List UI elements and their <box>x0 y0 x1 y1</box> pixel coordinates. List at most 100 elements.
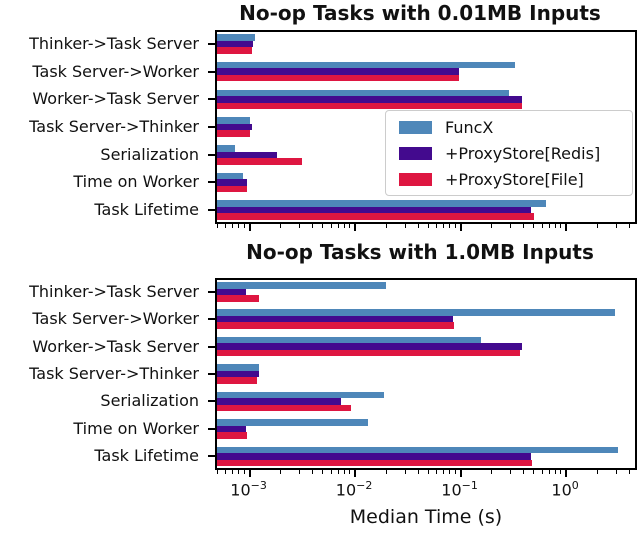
x-minor-tick <box>533 470 535 474</box>
x-minor-tick <box>312 470 314 474</box>
x-minor-tick <box>404 224 406 228</box>
x-minor-tick <box>238 224 240 228</box>
x-minor-tick <box>322 224 324 228</box>
x-minor-tick <box>312 224 314 228</box>
x-minor-tick <box>427 224 429 228</box>
x-minor-tick <box>385 224 387 228</box>
legend-item-proxystore-redis: +ProxyStore[Redis] <box>386 140 632 166</box>
x-minor-tick <box>280 470 282 474</box>
x-minor-tick <box>560 470 562 474</box>
y-tick-label: Time on Worker <box>73 172 199 192</box>
x-minor-tick <box>404 470 406 474</box>
bar <box>217 309 616 316</box>
bar <box>217 377 257 384</box>
bar <box>217 68 460 75</box>
x-minor-tick <box>343 470 345 474</box>
bar <box>217 432 247 439</box>
x-minor-tick <box>443 224 445 228</box>
x-minor-tick <box>596 224 598 228</box>
x-minor-tick <box>299 224 300 228</box>
bar <box>217 206 532 214</box>
x-major-tick <box>565 224 568 231</box>
x-major-tick <box>459 224 462 231</box>
x-major-tick <box>248 224 251 231</box>
y-tick <box>208 42 215 45</box>
bar <box>217 172 243 180</box>
x-minor-tick <box>243 224 245 228</box>
bar <box>217 89 510 96</box>
x-tick-label: 10−2 <box>335 479 373 500</box>
x-minor-tick <box>615 470 617 474</box>
x-tick-label: 10−3 <box>230 479 267 500</box>
x-axis-label: Median Time (s) <box>349 506 503 528</box>
y-tick <box>208 345 215 348</box>
y-tick <box>208 209 215 212</box>
y-tick-label: Task Server->Thinker <box>29 364 199 383</box>
x-minor-tick <box>560 224 562 228</box>
x-major-tick <box>248 470 251 477</box>
bar <box>217 349 520 357</box>
y-tick <box>208 373 215 375</box>
y-tick <box>208 400 215 403</box>
bar <box>217 130 251 137</box>
bar <box>217 446 618 453</box>
x-minor-tick <box>330 224 332 228</box>
x-minor-tick <box>322 470 324 474</box>
y-tick <box>208 318 215 321</box>
y-tick <box>208 290 215 293</box>
x-minor-tick <box>216 470 218 474</box>
bar <box>217 34 255 41</box>
bar <box>217 336 481 344</box>
bar <box>217 419 369 426</box>
legend-swatch-proxystore-file <box>399 172 432 186</box>
x-minor-tick <box>337 224 339 228</box>
x-minor-tick <box>554 470 556 474</box>
y-tick-label: Task Server->Worker <box>32 309 199 329</box>
legend-label: +ProxyStore[Redis] <box>445 143 601 163</box>
x-minor-tick <box>385 470 387 474</box>
x-minor-tick <box>523 224 525 228</box>
bar <box>217 404 351 412</box>
bar <box>217 398 341 405</box>
x-minor-tick <box>417 224 419 228</box>
x-major-tick <box>459 470 462 477</box>
y-axis-labels-bottom: Thinker->Task Server Task Server->Worker W… <box>0 278 199 470</box>
x-minor-tick <box>225 470 227 474</box>
bar <box>217 117 251 124</box>
bar <box>217 74 460 82</box>
x-minor-tick <box>533 224 535 228</box>
x-minor-tick <box>510 224 511 228</box>
plot-area-bottom <box>215 278 637 470</box>
x-minor-tick <box>548 224 550 228</box>
x-tick-labels: 10−3 10−2 10−1 100 <box>215 479 637 503</box>
x-minor-tick <box>523 470 525 474</box>
x-minor-tick <box>243 470 245 474</box>
x-minor-tick <box>628 224 630 228</box>
legend-label: +ProxyStore[File] <box>445 169 584 189</box>
x-minor-tick <box>216 224 218 228</box>
y-tick-label: Thinker->Task Server <box>29 281 199 301</box>
x-minor-tick <box>349 224 351 228</box>
x-axis-ticks-top <box>215 224 637 233</box>
y-tick-label: Thinker->Task Server <box>29 33 199 53</box>
bar <box>217 185 247 193</box>
x-minor-tick <box>541 224 543 228</box>
x-minor-tick <box>454 470 456 474</box>
bar <box>217 96 523 103</box>
x-minor-tick <box>417 470 419 474</box>
y-tick <box>208 70 215 73</box>
y-tick-label: Worker->Task Server <box>32 336 199 356</box>
y-tick <box>208 427 215 430</box>
bar <box>217 158 302 165</box>
bar <box>217 102 523 109</box>
chart-title-top: No-op Tasks with 0.01MB Inputs <box>239 1 601 25</box>
x-minor-tick <box>238 470 240 474</box>
bar <box>217 288 246 295</box>
x-minor-tick <box>436 470 438 474</box>
x-minor-tick <box>349 470 351 474</box>
y-tick-label: Serialization <box>100 391 199 411</box>
x-minor-tick <box>628 470 630 474</box>
bar <box>217 200 546 207</box>
legend: FuncX +ProxyStore[Redis] +ProxyStore[Fil… <box>385 110 633 196</box>
legend-item-proxystore-file: +ProxyStore[File] <box>386 166 632 192</box>
